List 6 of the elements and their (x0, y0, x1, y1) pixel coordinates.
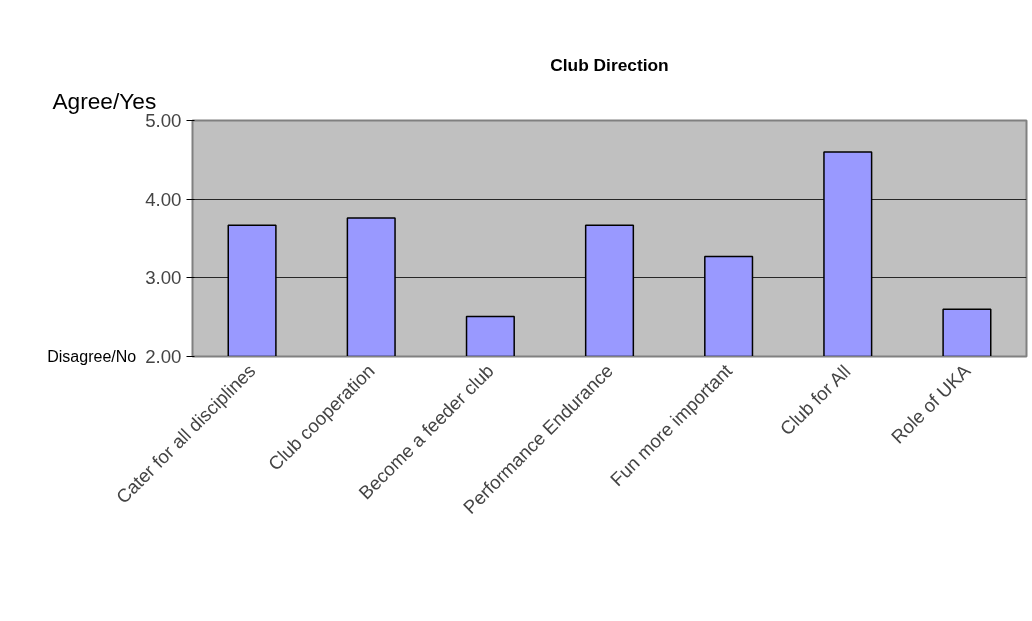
y-tick-label: 3.00 (145, 267, 182, 289)
text: Disagree/No (47, 348, 137, 365)
y-tick-label: 2.00 (145, 346, 182, 367)
x-tick-label: Club for All (775, 360, 855, 440)
y-tick-label: 4.00 (145, 188, 182, 210)
chart-title: Club Direction (550, 54, 669, 75)
